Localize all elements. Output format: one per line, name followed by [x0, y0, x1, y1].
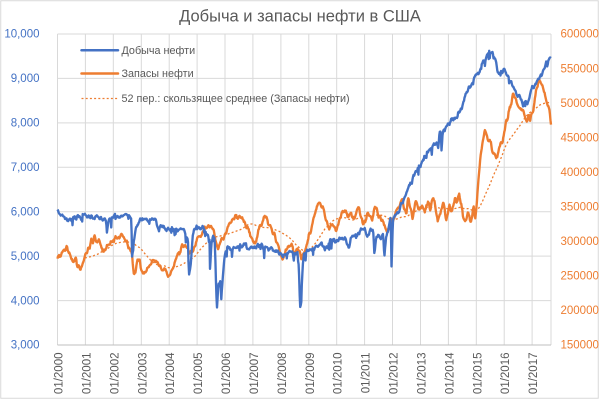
svg-text:52 пер.: скользящее среднее (З: 52 пер.: скользящее среднее (Запасы нефт… [122, 93, 350, 105]
svg-text:Добыча нефти: Добыча нефти [122, 45, 196, 57]
svg-text:150000: 150000 [561, 340, 599, 352]
svg-text:350000: 350000 [561, 202, 599, 214]
svg-text:7,000: 7,000 [11, 162, 40, 174]
svg-text:500000: 500000 [561, 98, 599, 110]
svg-text:01/2017: 01/2017 [528, 353, 540, 395]
svg-text:01/2010: 01/2010 [333, 353, 345, 395]
svg-text:450000: 450000 [561, 132, 599, 144]
svg-text:3,000: 3,000 [11, 340, 40, 352]
svg-text:01/2001: 01/2001 [81, 353, 93, 395]
svg-text:9,000: 9,000 [11, 73, 40, 85]
svg-text:300000: 300000 [561, 236, 599, 248]
svg-text:01/2011: 01/2011 [361, 353, 373, 394]
svg-text:400000: 400000 [561, 167, 599, 179]
svg-text:01/2016: 01/2016 [500, 353, 512, 395]
svg-text:01/2009: 01/2009 [305, 353, 317, 395]
svg-text:01/2002: 01/2002 [109, 353, 121, 395]
svg-text:4,000: 4,000 [11, 295, 40, 307]
svg-text:Запасы нефти: Запасы нефти [122, 68, 194, 80]
svg-text:01/2000: 01/2000 [54, 353, 66, 395]
svg-text:5,000: 5,000 [11, 251, 40, 263]
svg-text:01/2003: 01/2003 [137, 353, 149, 395]
svg-text:01/2013: 01/2013 [417, 353, 429, 395]
svg-text:01/2015: 01/2015 [472, 353, 484, 395]
svg-text:600000: 600000 [561, 29, 599, 41]
svg-text:01/2006: 01/2006 [221, 353, 233, 395]
svg-text:01/2004: 01/2004 [165, 352, 177, 394]
svg-text:01/2005: 01/2005 [193, 353, 205, 395]
svg-text:250000: 250000 [561, 271, 599, 283]
svg-text:01/2007: 01/2007 [249, 353, 261, 395]
svg-text:6,000: 6,000 [11, 206, 40, 218]
svg-text:Добыча и запасы нефти в США: Добыча и запасы нефти в США [179, 8, 421, 26]
svg-text:8,000: 8,000 [11, 118, 40, 130]
svg-text:01/2012: 01/2012 [389, 353, 401, 395]
svg-text:01/2014: 01/2014 [444, 352, 456, 394]
svg-text:550000: 550000 [561, 63, 599, 75]
svg-text:10,000: 10,000 [4, 29, 39, 41]
svg-text:01/2008: 01/2008 [277, 353, 289, 395]
svg-text:200000: 200000 [561, 305, 599, 317]
